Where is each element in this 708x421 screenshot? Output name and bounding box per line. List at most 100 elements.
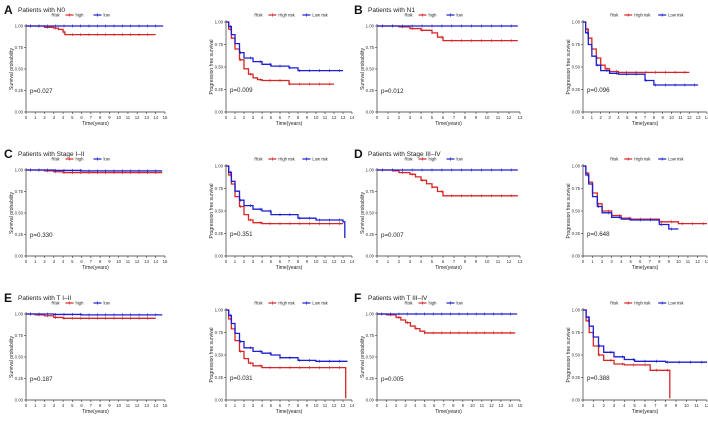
pfs-x-tick-label: 1 xyxy=(591,115,594,120)
km-y-axis-label: Survival probability xyxy=(9,336,15,378)
km-x-tick-label: 8 xyxy=(452,403,455,408)
pfs-x-tick-label: 3 xyxy=(610,259,613,264)
km-legend-label: high xyxy=(76,301,85,306)
pfs-x-tick-label: 2 xyxy=(243,403,246,408)
km-x-tick-label: 15 xyxy=(163,403,168,408)
pfs-x-tick-label: 11 xyxy=(323,259,328,264)
km-x-axis-label: Time(years) xyxy=(82,409,109,415)
km-x-tick-label: 4 xyxy=(62,259,65,264)
km-legend-label: high xyxy=(429,13,438,18)
pfs-legend-title: Risk xyxy=(254,301,263,306)
km-y-axis-label: Survival probability xyxy=(360,48,366,90)
km-x-tick-label: 11 xyxy=(496,115,501,120)
pfs-y-tick-label: 1.00 xyxy=(215,308,224,313)
panel-letter: C xyxy=(4,147,13,161)
pfs-x-tick-label: 12 xyxy=(687,115,692,120)
km-y-tick-label: 0.50 xyxy=(366,355,375,360)
km-x-tick-label: 9 xyxy=(108,259,111,264)
km-x-tick-label: 10 xyxy=(470,403,475,408)
pfs-x-tick-label: 0 xyxy=(582,115,585,120)
pfs-x-tick-label: 6 xyxy=(644,403,647,408)
km-legend-label: low xyxy=(457,301,464,306)
km-y-tick-label: 0.25 xyxy=(366,232,375,237)
pfs-y-tick-label: 0.75 xyxy=(572,330,581,335)
pfs-x-tick-label: 4 xyxy=(261,115,264,120)
km-x-tick-label: 4 xyxy=(420,115,423,120)
km-y-tick-label: 1.00 xyxy=(15,168,24,173)
panel-b: B Patients with N10.000.250.500.751.000 1 2… xyxy=(354,3,708,127)
pfs-x-tick-label: 14 xyxy=(350,115,355,120)
pfs-x-tick-label: 11 xyxy=(694,403,699,408)
pfs-x-tick-label: 9 xyxy=(662,115,665,120)
km-x-tick-label: 2 xyxy=(43,403,46,408)
pfs-x-tick-label: 6 xyxy=(639,259,642,264)
pfs-x-tick-label: 2 xyxy=(243,115,246,120)
km-x-tick-label: 5 xyxy=(431,115,434,120)
pfs-x-tick-label: 14 xyxy=(705,115,708,120)
pfs-y-tick-label: 0.50 xyxy=(215,353,224,358)
km-x-tick-label: 7 xyxy=(90,259,93,264)
pfs-x-axis-label: Time(years) xyxy=(632,265,659,271)
pfs-x-tick-label: 6 xyxy=(279,115,282,120)
km-x-tick-label: 6 xyxy=(80,403,83,408)
pfs-legend-label: High risk xyxy=(278,13,295,18)
km-x-tick-label: 4 xyxy=(62,115,65,120)
pfs-x-tick-label: 3 xyxy=(252,403,255,408)
km-x-tick-label: 5 xyxy=(71,403,74,408)
pfs-x-tick-label: 11 xyxy=(686,259,691,264)
km-x-tick-label: 6 xyxy=(442,115,445,120)
pfs-x-tick-label: 2 xyxy=(600,115,603,120)
pfs-y-tick-label: 0.75 xyxy=(215,186,224,191)
pfs-x-tick-label: 8 xyxy=(297,403,300,408)
km-x-tick-label: 14 xyxy=(153,403,158,408)
pfs-x-tick-label: 7 xyxy=(288,259,291,264)
panel-a: A Patients with N00.000.250.500.751.000 1 2… xyxy=(4,3,355,127)
pfs-x-tick-label: 2 xyxy=(602,403,605,408)
km-series-low-line xyxy=(26,169,163,172)
pfs-x-tick-label: 10 xyxy=(669,115,674,120)
km-x-tick-label: 10 xyxy=(116,403,121,408)
pfs-x-tick-label: 10 xyxy=(676,259,681,264)
pfs-y-tick-label: 0.00 xyxy=(215,110,224,115)
pfs-x-tick-label: 9 xyxy=(306,403,309,408)
km-x-tick-label: 6 xyxy=(80,115,83,120)
km-y-tick-label: 0.75 xyxy=(15,45,24,50)
km-x-tick-label: 8 xyxy=(464,259,467,264)
pfs-x-tick-label: 7 xyxy=(644,115,647,120)
pfs-p-value: p=0.009 xyxy=(230,87,253,94)
km-x-tick-label: 7 xyxy=(90,403,93,408)
km-y-tick-label: 0.50 xyxy=(15,67,24,72)
pfs-legend-title: Risk xyxy=(254,13,263,18)
km-y-tick-label: 0.25 xyxy=(15,232,24,237)
km-x-tick-label: 15 xyxy=(518,403,523,408)
pfs-y-tick-label: 0.25 xyxy=(215,375,224,380)
pfs-p-value: p=0.031 xyxy=(230,375,253,382)
km-x-tick-label: 9 xyxy=(475,259,478,264)
km-x-tick-label: 12 xyxy=(489,403,494,408)
km-x-tick-label: 14 xyxy=(508,403,513,408)
km-x-tick-label: 4 xyxy=(62,403,65,408)
km-x-axis-label: Time(years) xyxy=(82,121,109,127)
pfs-y-tick-label: 0.75 xyxy=(572,42,581,47)
panel-letter: F xyxy=(354,291,361,305)
pfs-x-tick-label: 5 xyxy=(633,403,636,408)
km-x-axis-label: Time(years) xyxy=(435,409,462,415)
km-x-tick-label: 11 xyxy=(126,259,131,264)
pfs-x-tick-label: 8 xyxy=(653,115,656,120)
pfs-x-tick-label: 8 xyxy=(297,115,300,120)
km-p-value: p=0.012 xyxy=(381,88,404,95)
pfs-y-tick-label: 0.00 xyxy=(215,398,224,403)
pfs-y-axis-label: Progression free survival xyxy=(566,327,572,382)
pfs-legend-label: High risk xyxy=(278,157,295,162)
panel-letter: A xyxy=(4,3,13,17)
pfs-y-tick-label: 1.00 xyxy=(215,164,224,169)
km-y-tick-label: 0.25 xyxy=(366,376,375,381)
km-x-tick-label: 0 xyxy=(25,115,28,120)
km-x-tick-label: 9 xyxy=(108,115,111,120)
pfs-x-tick-label: 11 xyxy=(323,403,328,408)
km-x-tick-label: 7 xyxy=(90,115,93,120)
pfs-x-axis-label: Time(years) xyxy=(276,409,303,415)
pfs-x-tick-label: 4 xyxy=(261,259,264,264)
pfs-legend-label: High risk xyxy=(634,301,651,306)
pfs-x-tick-label: 6 xyxy=(635,115,638,120)
